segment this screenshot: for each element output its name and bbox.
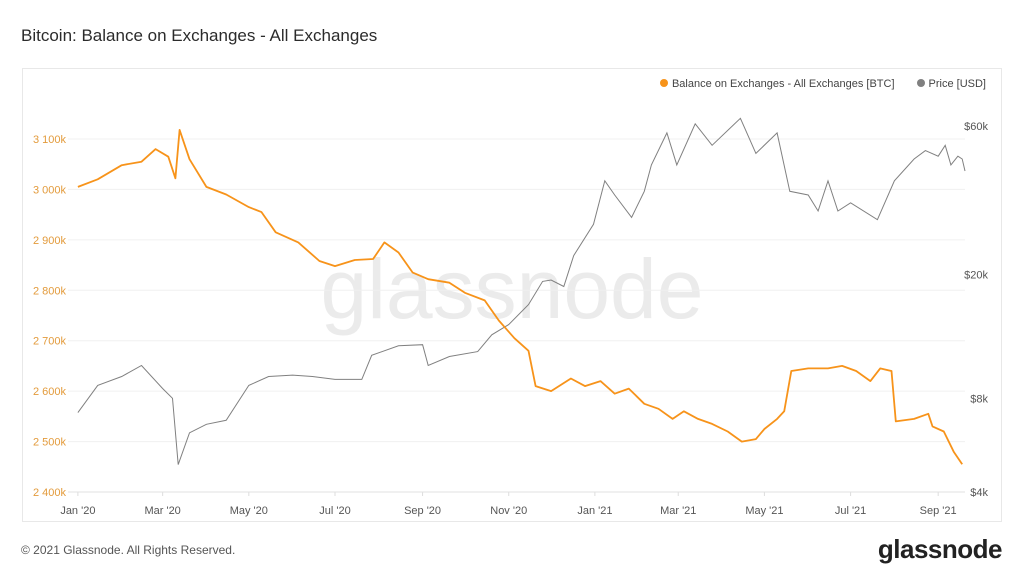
right-tick-label: $8k	[970, 393, 988, 405]
x-tick-label: Jul '20	[319, 505, 350, 517]
x-tick-label: Nov '20	[490, 505, 527, 517]
glassnode-logo[interactable]: glassnode	[877, 534, 1003, 564]
x-tick-label: Jul '21	[835, 505, 866, 517]
left-tick-label: 2 400k	[33, 487, 67, 499]
chart-card	[22, 68, 1002, 522]
left-tick-label: 2 900k	[33, 235, 67, 247]
x-tick-label: Jan '21	[577, 505, 612, 517]
balance-series-line	[77, 128, 963, 465]
watermark: glassnode	[321, 242, 704, 336]
left-tick-label: 3 000k	[33, 184, 67, 196]
chart-title: Bitcoin: Balance on Exchanges - All Exch…	[21, 26, 378, 45]
x-tick-label: Mar '20	[144, 505, 180, 517]
gray-dot-icon	[916, 79, 925, 87]
left-tick-label: 2 800k	[33, 285, 67, 297]
x-tick-label: May '20	[230, 505, 268, 517]
right-tick-label: $60k	[964, 121, 988, 133]
left-tick-label: 3 100k	[33, 134, 67, 146]
right-tick-label: $4k	[970, 487, 988, 499]
x-tick-label: Jan '20	[60, 505, 95, 517]
left-tick-label: 2 500k	[33, 437, 67, 449]
x-tick-label: Mar '21	[660, 505, 696, 517]
legend-item-price[interactable]: Price [USD]	[916, 78, 986, 90]
legend-label-price: Price [USD]	[928, 78, 986, 90]
copyright: © 2021 Glassnode. All Rights Reserved.	[21, 543, 236, 557]
left-tick-label: 2 700k	[33, 336, 67, 348]
orange-dot-icon	[659, 79, 668, 87]
legend-label-balance: Balance on Exchanges - All Exchanges [BT…	[671, 78, 895, 90]
x-tick-label: Sep '20	[404, 505, 441, 517]
left-tick-label: 2 600k	[33, 386, 67, 398]
x-tick-label: Sep '21	[920, 505, 957, 517]
price-series-line	[77, 117, 966, 465]
x-tick-label: May '21	[745, 505, 783, 517]
right-tick-label: $20k	[964, 269, 988, 281]
legend: Balance on Exchanges - All Exchanges [BT…	[659, 78, 986, 90]
legend-item-balance[interactable]: Balance on Exchanges - All Exchanges [BT…	[659, 78, 895, 90]
